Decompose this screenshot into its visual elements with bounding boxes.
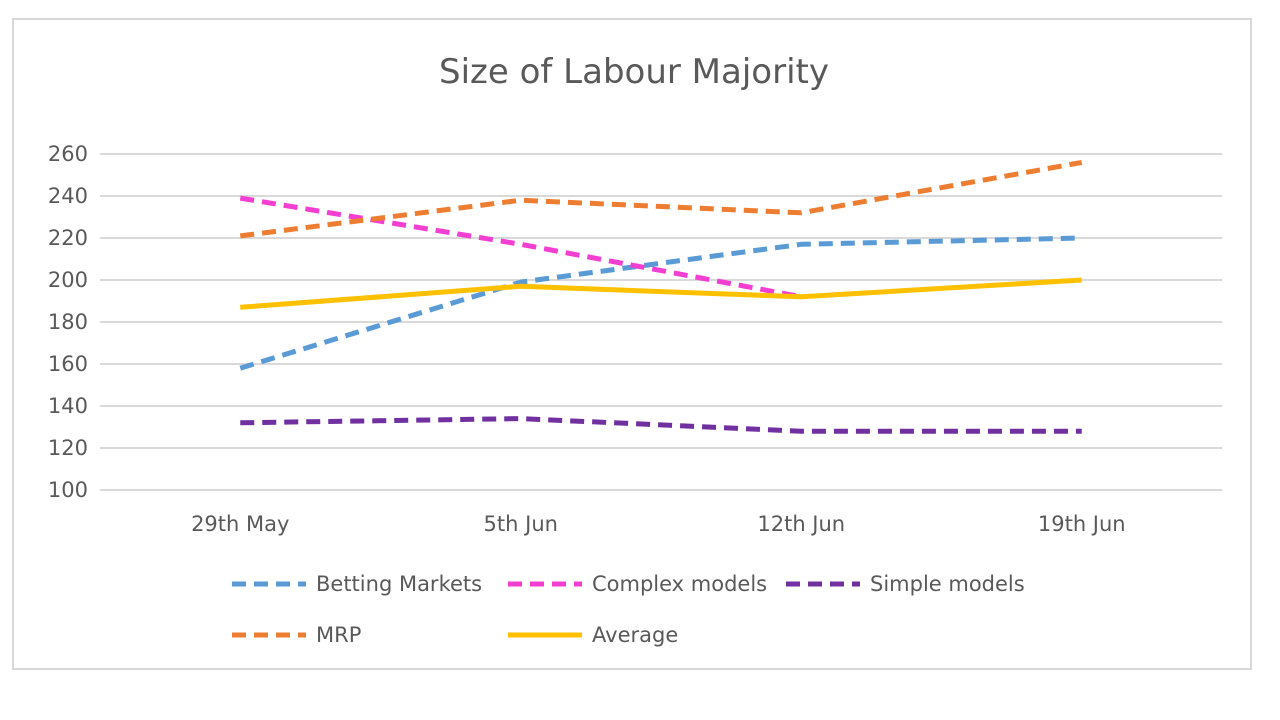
legend-item-average: Average	[508, 623, 678, 647]
y-tick-label: 120	[48, 436, 88, 460]
x-tick-label: 5th Jun	[484, 512, 558, 536]
legend-item-complex-models: Complex models	[508, 572, 767, 596]
legend-label: Betting Markets	[316, 572, 482, 596]
y-tick-label: 160	[48, 352, 88, 376]
y-tick-label: 140	[48, 394, 88, 418]
series-line-mrp	[239, 159, 1083, 239]
legend-item-mrp: MRP	[232, 623, 361, 647]
series-line-betting-markets	[239, 235, 1082, 371]
series-line-simple-models	[240, 416, 1082, 434]
chart-frame: Size of Labour Majority 100 120 140 160 180 2…	[12, 18, 1252, 670]
series-line-complex-models	[239, 195, 802, 300]
series-line-average	[240, 277, 1082, 310]
legend-label: Average	[592, 623, 678, 647]
y-tick-label: 100	[48, 478, 88, 502]
y-tick-label: 180	[48, 310, 88, 334]
legend-item-simple-models: Simple models	[786, 572, 1025, 596]
y-tick-label: 200	[48, 268, 88, 292]
legend-label: Simple models	[870, 572, 1025, 596]
series-lines	[239, 159, 1083, 434]
line-chart: Size of Labour Majority 100 120 140 160 180 2…	[48, 52, 1222, 647]
y-tick-label: 260	[48, 142, 88, 166]
y-axis-ticks: 100 120 140 160 180 200 220 240 260	[48, 142, 88, 502]
x-tick-label: 19th Jun	[1038, 512, 1126, 536]
y-tick-label: 220	[48, 226, 88, 250]
x-tick-label: 29th May	[191, 512, 289, 536]
legend: Betting Markets Complex models Simple mode…	[232, 572, 1025, 647]
x-axis-ticks: 29th May 5th Jun 12th Jun 19th Jun	[191, 512, 1126, 536]
chart-title: Size of Labour Majority	[439, 52, 829, 92]
gridlines	[100, 153, 1222, 491]
x-tick-label: 12th Jun	[757, 512, 845, 536]
legend-item-betting-markets: Betting Markets	[232, 572, 482, 596]
y-tick-label: 240	[48, 184, 88, 208]
legend-label: MRP	[316, 623, 361, 647]
legend-label: Complex models	[592, 572, 767, 596]
